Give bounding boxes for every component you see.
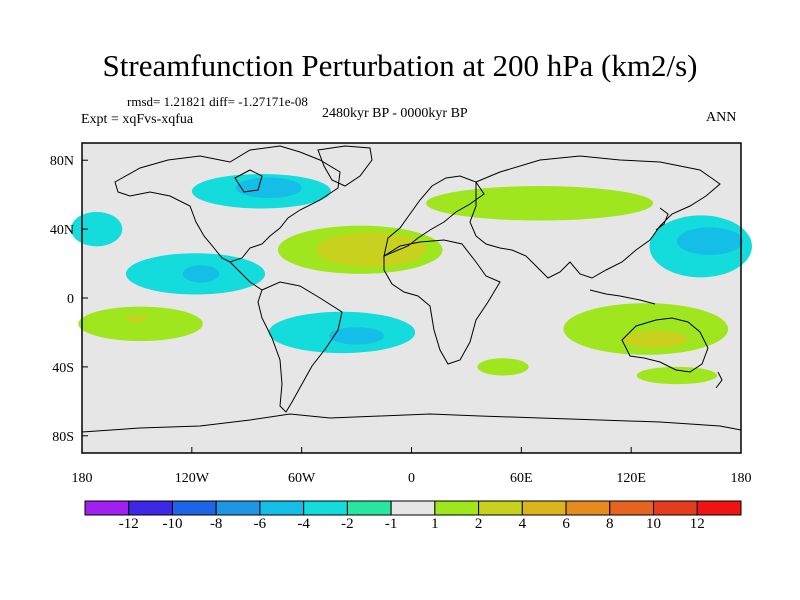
- australia-positive-region: [563, 303, 729, 355]
- lon-tick-label: 120W: [175, 471, 210, 486]
- north-america-coastline: [114, 145, 341, 263]
- south-indian-positive-region: [477, 358, 529, 376]
- colorbar-swatch: [390, 500, 436, 516]
- lon-tick-label: 60W: [288, 471, 316, 486]
- south-pacific-core-region: [125, 315, 148, 323]
- colorbar-swatch: [609, 500, 655, 516]
- map-title: Streamfunction Perturbation at 200 hPa (…: [102, 48, 698, 83]
- period-label: 2480kyr BP - 0000kyr BP: [322, 106, 468, 121]
- colorbar-label: -1: [384, 516, 398, 532]
- australia-coastline: [621, 317, 709, 373]
- asia-positive-region: [426, 186, 654, 221]
- lon-tick-label: 180: [72, 471, 93, 486]
- north-pacific-negative-region: [71, 211, 123, 247]
- colorbar-swatch: [653, 500, 698, 516]
- lat-tick-label: 40S: [52, 361, 74, 376]
- colorbar-swatch: [434, 500, 480, 516]
- colorbar-swatch: [171, 500, 217, 516]
- australia-core-region: [622, 330, 688, 348]
- indonesia-coastline: [589, 289, 656, 305]
- colorbar-swatch: [84, 500, 130, 516]
- new-zealand-coastline: [715, 371, 723, 389]
- lon-tick-label: 180: [731, 471, 752, 486]
- colorbar-label: 4: [518, 516, 527, 532]
- hudson-bay-coastline: [234, 169, 263, 193]
- africa-coastline: [383, 239, 501, 365]
- south-pacific-positive-region: [78, 306, 203, 342]
- colorbar-swatch: [696, 500, 742, 516]
- colorbar-label: -12: [118, 516, 139, 532]
- lat-tick-label: 80N: [50, 154, 74, 169]
- lat-tick-label: 0: [67, 292, 74, 307]
- stats-label: rmsd= 1.21821 diff= -1.27171e-08: [127, 94, 308, 109]
- east-pacific-core-region: [182, 265, 220, 283]
- colorbar-label: 2: [474, 516, 483, 532]
- north-atlantic-core-region: [235, 177, 302, 199]
- colorbar-label: 12: [689, 516, 705, 532]
- colorbar-label: 10: [646, 516, 662, 532]
- asia-coastline: [469, 155, 721, 279]
- colorbar-label: 6: [562, 516, 570, 532]
- south-atlantic-core-region: [329, 327, 385, 345]
- colorbar-label: -8: [209, 516, 223, 532]
- colorbar-label: 1: [431, 516, 439, 532]
- colorbar-swatch: [215, 500, 261, 516]
- colorbar-label: -2: [341, 516, 354, 532]
- japan-coastline: [655, 207, 669, 231]
- west-pacific-core-region: [676, 227, 743, 255]
- season-label: ANN: [706, 110, 737, 125]
- colorbar-swatch: [565, 500, 611, 516]
- south-of-australia-positive-region: [636, 366, 718, 385]
- colorbar-label: -6: [253, 516, 267, 532]
- lat-tick-label: 80S: [52, 430, 74, 445]
- colorbar-swatch: [478, 500, 523, 516]
- colorbar-swatch: [521, 500, 567, 516]
- colorbar-swatch: [303, 500, 348, 516]
- neutral-field-background: [82, 143, 741, 453]
- lon-tick-label: 0: [408, 471, 415, 486]
- south-america-coastline: [257, 281, 343, 413]
- colorbar-label: -4: [297, 516, 310, 532]
- colorbar-swatch: [346, 500, 392, 516]
- lat-tick-label: 40N: [50, 223, 74, 238]
- central-america-coastline: [229, 261, 263, 291]
- lon-tick-label: 60E: [510, 471, 533, 486]
- colorbar-label: 8: [606, 516, 614, 532]
- north-africa-core-region: [316, 232, 427, 267]
- colorbar-swatch: [259, 500, 305, 516]
- colorbar-swatch: [128, 500, 173, 516]
- greenland-coastline: [317, 145, 373, 187]
- experiment-label: Expt = xqFvs-xqfua: [81, 112, 194, 127]
- antarctica-coastline: [81, 413, 742, 433]
- colorbar-label: -10: [162, 516, 183, 532]
- lon-tick-label: 120E: [616, 471, 646, 486]
